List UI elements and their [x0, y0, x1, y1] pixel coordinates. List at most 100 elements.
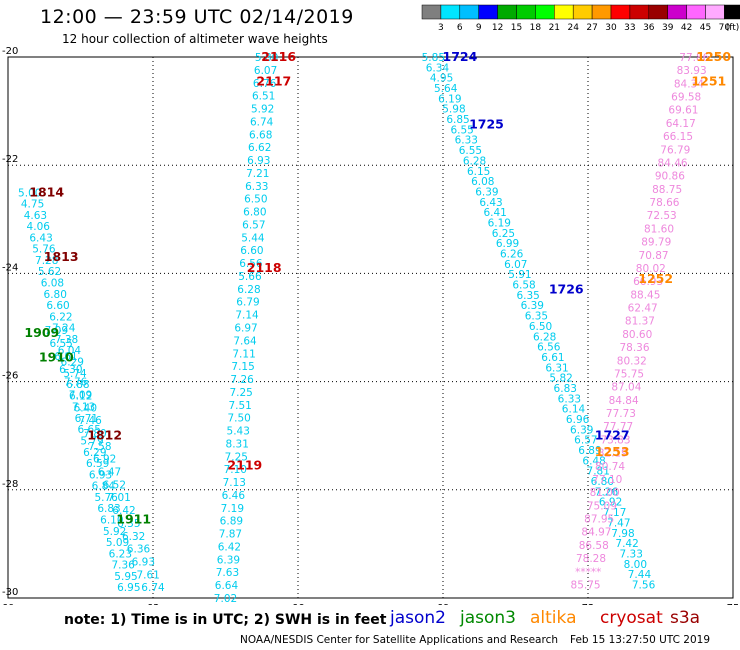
swh-value: 6.83 [554, 383, 577, 395]
legend-swatch [629, 4, 650, 20]
swh-value: 5.80 [255, 52, 278, 64]
swh-value: 72.53 [647, 210, 677, 222]
swh-value: 6.39 [217, 554, 240, 566]
swh-value: 5.44 [241, 232, 265, 244]
swh-value: 7.13 [72, 402, 95, 414]
swh-value: 6.57 [242, 219, 265, 231]
pass-label: 2119 [227, 457, 262, 472]
swh-value: 4.06 [27, 221, 51, 233]
legend-label: 21 [549, 23, 560, 33]
swh-value: 6.50 [244, 194, 267, 206]
legend-swatch [440, 4, 461, 20]
swh-value: 6.42 [112, 505, 135, 517]
credit-line: NOAA/NESDIS Center for Satellite Applica… [240, 634, 558, 646]
swh-value: 6.43 [479, 197, 502, 209]
swh-value: 87.04 [611, 382, 641, 394]
pass-label: 1253 [595, 444, 630, 459]
swh-value: 6.55 [459, 145, 482, 157]
swh-value: 6.76 [253, 78, 277, 90]
swh-value: 80.60 [622, 329, 652, 341]
x-tick-label: 72 [582, 603, 595, 605]
legend-swatch [459, 4, 479, 20]
swh-value: 7.26 [595, 486, 619, 498]
legend-swatch [705, 4, 725, 20]
swh-value: 7.01 [107, 492, 130, 504]
swh-value: 6.62 [248, 142, 271, 154]
swh-value: 6.35 [516, 290, 539, 302]
y-tick-label: -30 [2, 587, 18, 598]
legend-label: 12 [492, 23, 503, 33]
legend-swatch [724, 4, 740, 20]
pass-label: 1727 [595, 428, 630, 443]
swh-value: 6.33 [245, 181, 268, 193]
swh-value: 6.56 [537, 342, 561, 354]
footer-note: note: 1) Time is in UTC; 2) SWH is in fe… [64, 612, 387, 628]
swh-value: 7.33 [620, 548, 643, 560]
swh-value: 7.38 [55, 334, 78, 346]
legend-label: 27 [586, 23, 597, 33]
swh-value: 6.80 [591, 476, 614, 488]
swh-value: 5.74 [63, 368, 87, 380]
swh-value: 6.55 [49, 338, 72, 350]
swh-value: 77.10 [592, 474, 622, 486]
swh-value: 6.84 [92, 481, 116, 493]
swh-value: 7.44 [628, 569, 652, 581]
legend-swatch [667, 4, 687, 20]
swh-value: 6.50 [529, 321, 552, 333]
legend-swatch [572, 4, 593, 20]
swh-value: 5.09 [106, 537, 129, 549]
swh-value: 7.47 [607, 517, 630, 529]
swh-value: 6.14 [562, 404, 586, 416]
swh-value: 6.04 [58, 345, 82, 357]
swh-value: 81.37 [625, 316, 655, 328]
swh-value: 8.31 [226, 438, 249, 450]
swh-value: 4.63 [24, 210, 47, 222]
swh-value: 90.86 [655, 171, 685, 183]
swh-value: 7.42 [615, 538, 638, 550]
page-title: 12:00 — 23:59 UTC 02/14/2019 [40, 6, 354, 28]
swh-value: 6.99 [496, 238, 519, 250]
swh-value: 76.79 [660, 144, 690, 156]
swh-value: 5.92 [103, 526, 126, 538]
swh-value: 6.40 [74, 402, 97, 414]
swh-value: 6.48 [582, 455, 605, 467]
swh-value: 7.11 [232, 348, 255, 360]
swh-value: 6.28 [463, 155, 486, 167]
legend-label: 45 [700, 23, 711, 33]
legend-swatch [591, 4, 612, 20]
swh-value: 6.08 [471, 176, 494, 188]
pass-label: 2116 [261, 49, 296, 64]
x-tick-label: 63 [147, 603, 160, 605]
wave-height-map: 606366697275-20-22-24-26-28-305.806.076.… [2, 4, 740, 605]
swh-value: 89.79 [641, 237, 671, 249]
swh-value: 6.41 [483, 207, 506, 219]
swh-value: 6.46 [222, 490, 246, 502]
pass-label: 1909 [24, 325, 59, 340]
swh-value: 6.34 [426, 62, 450, 74]
swh-value: 7.14 [235, 310, 259, 322]
legend-label: 9 [476, 23, 482, 33]
satellite-jason3: jason3 [460, 608, 516, 628]
swh-value: 7.13 [223, 477, 246, 489]
satellite-cryosat: cryosat [600, 608, 663, 628]
swh-value: 6.58 [512, 280, 535, 292]
swh-value: 6.85 [446, 114, 469, 126]
swh-value: 6.35 [117, 518, 140, 530]
swh-value: 6.80 [243, 207, 266, 219]
pass-label: 1813 [44, 249, 79, 264]
swh-value: 7.81 [587, 466, 610, 478]
swh-value: 7.09 [69, 389, 92, 401]
swh-value: ***** [575, 566, 601, 578]
legend-label: 33 [624, 23, 635, 33]
pass-label: 1910 [39, 349, 74, 364]
legend-swatch [421, 4, 442, 20]
swh-value: 6.28 [237, 284, 260, 296]
swh-value: 5.00 [18, 187, 41, 199]
swh-value: 6.22 [49, 311, 72, 323]
legend-label: 30 [605, 23, 617, 33]
satellite-jason2: jason2 [390, 608, 446, 628]
swh-value: 7.15 [231, 361, 254, 373]
swh-value: 6.35 [525, 311, 548, 323]
pass-label: 1814 [29, 184, 64, 199]
swh-value: 6.23 [109, 548, 132, 560]
